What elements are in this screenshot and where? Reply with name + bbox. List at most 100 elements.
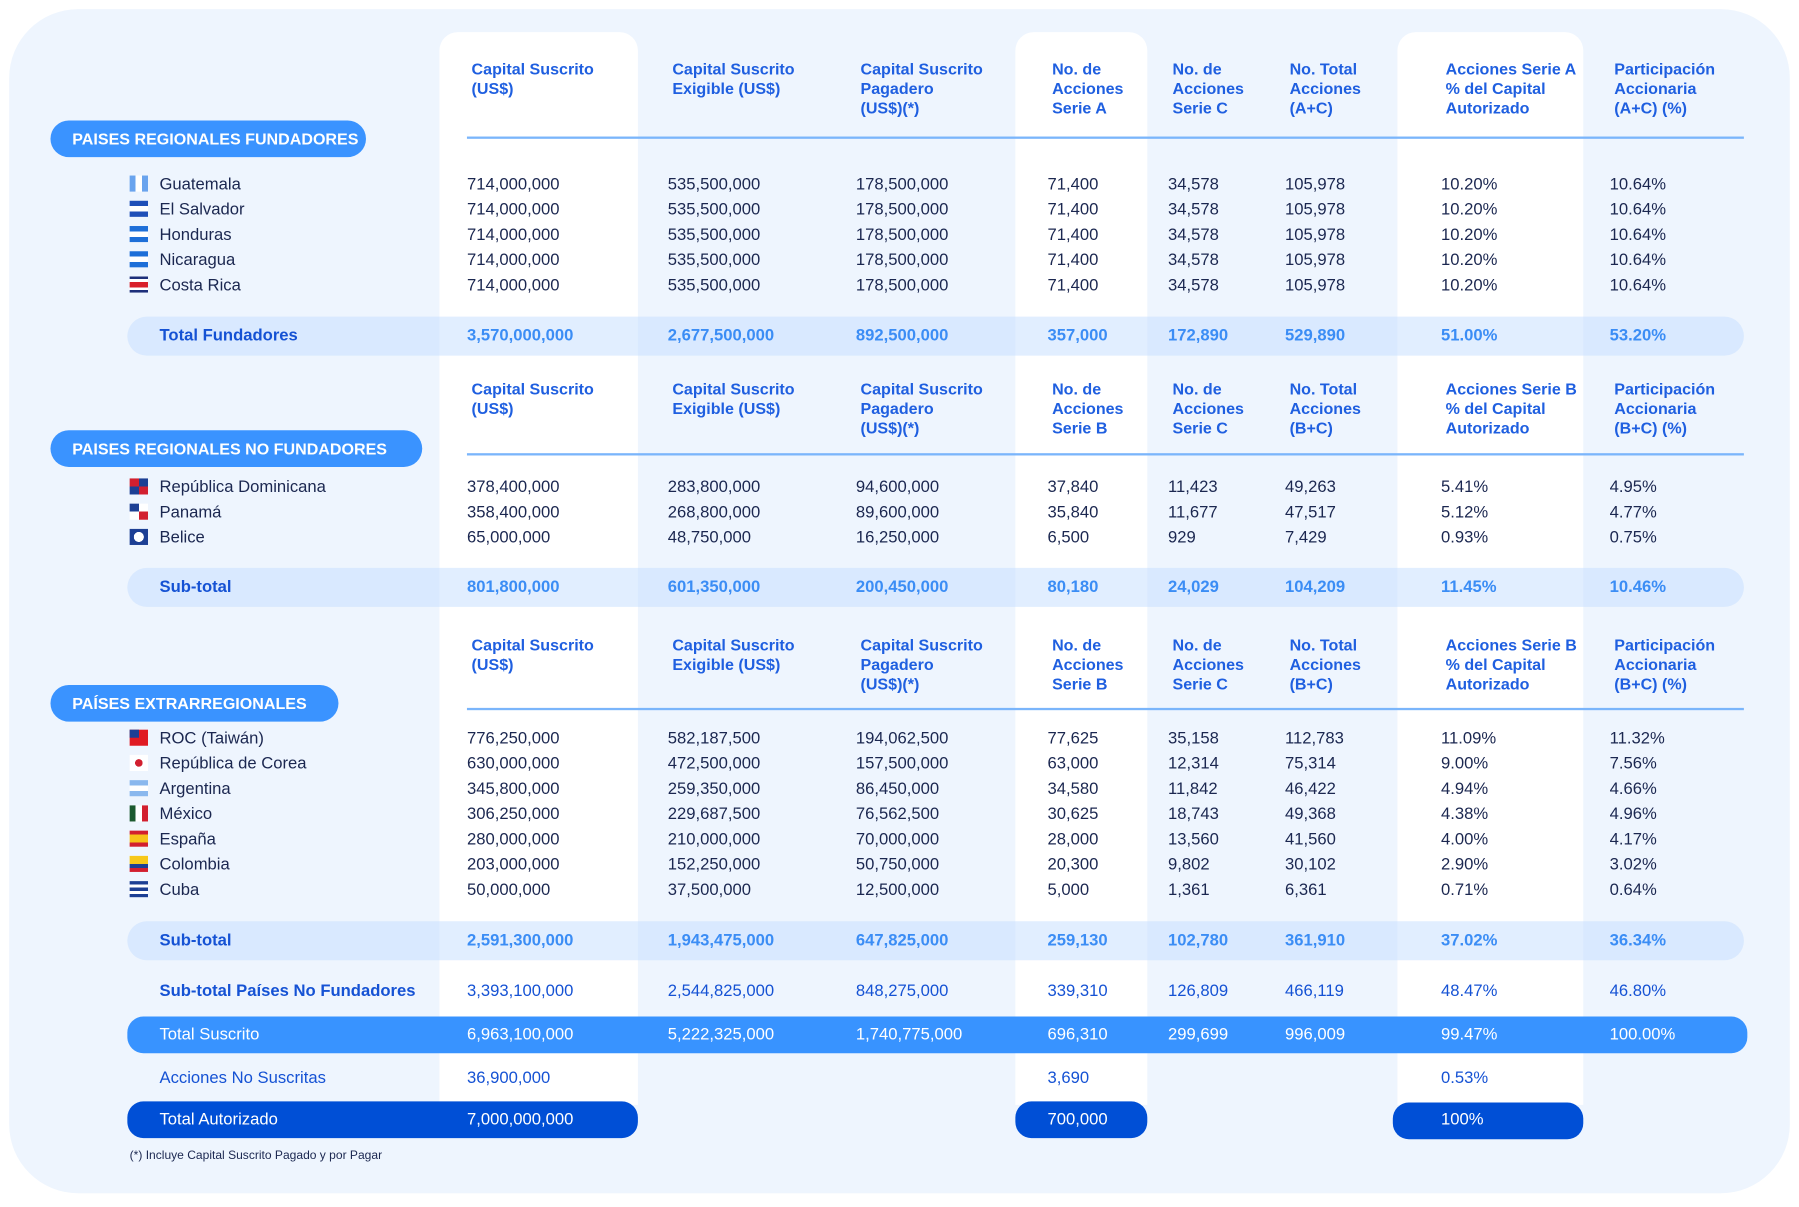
total-suscrito-cell: 996,009	[1284, 1025, 1346, 1045]
country-name: Panamá	[159, 503, 222, 523]
table-cell: 210,000,000	[667, 830, 761, 850]
flag-taiwan-icon	[129, 729, 149, 746]
table-cell: 12,500,000	[855, 881, 940, 900]
subtotal-no-fundadores-cell: 48.47%	[1441, 982, 1498, 1001]
table-cell: 268,800,000	[667, 503, 761, 523]
table-cell: 582,187,500	[667, 729, 761, 749]
table-cell: 10.20%	[1441, 226, 1498, 245]
acciones-no-suscritas-capital: 36,900,000	[466, 1069, 551, 1088]
country-name: República de Corea	[159, 754, 307, 774]
table-cell: 34,580	[1047, 780, 1099, 799]
flag-cuba-icon	[129, 881, 149, 898]
table-cell: 3.02%	[1609, 855, 1657, 875]
section-title: PAISES REGIONALES FUNDADORES	[50, 120, 366, 158]
table-cell: 10.20%	[1441, 276, 1498, 295]
total-cell: 259,130	[1047, 931, 1108, 950]
total-cell: 200,450,000	[855, 578, 949, 597]
table-cell: 714,000,000	[466, 276, 560, 295]
table-cell: 7,429	[1284, 528, 1327, 548]
table-cell: 178,500,000	[855, 251, 949, 270]
table-cell: 306,250,000	[466, 805, 560, 824]
total-autorizado-band	[127, 1101, 638, 1139]
flag-belice-icon	[129, 528, 149, 545]
table-cell: 94,600,000	[855, 478, 940, 497]
subtotal-no-fundadores-cell: 46.80%	[1609, 982, 1667, 1001]
table-cell: 46,422	[1284, 780, 1336, 799]
column-header: Participación Accionaria (B+C) (%)	[1614, 635, 1716, 693]
flag-republica-dominicana-icon	[129, 478, 149, 495]
table-cell: 10.64%	[1609, 251, 1667, 270]
table-cell: 535,500,000	[667, 226, 761, 245]
table-cell: 280,000,000	[466, 830, 560, 850]
table-cell: 34,578	[1167, 175, 1219, 194]
total-cell: 24,029	[1167, 578, 1219, 597]
country-name: República Dominicana	[159, 478, 326, 497]
total-row-label: Sub-total	[159, 578, 232, 597]
table-cell: 6,361	[1284, 881, 1327, 900]
table-cell: 10.20%	[1441, 251, 1498, 270]
table-cell: 378,400,000	[466, 478, 560, 497]
country-name: Costa Rica	[159, 276, 241, 295]
table-cell: 630,000,000	[466, 754, 560, 774]
total-cell: 3,570,000,000	[466, 326, 574, 346]
total-suscrito-band	[127, 1016, 1748, 1054]
table-cell: 0.64%	[1609, 881, 1657, 900]
column-header: No. de Acciones Serie C	[1172, 635, 1244, 693]
table-cell: 5,000	[1047, 881, 1090, 900]
total-suscrito-cell: 1,740,775,000	[855, 1025, 963, 1045]
column-header: No. de Acciones Serie C	[1172, 379, 1244, 438]
flag-espana-icon	[129, 830, 149, 847]
table-cell: 49,368	[1284, 805, 1336, 824]
header-divider	[466, 707, 1744, 711]
acciones-no-suscritas-label: Acciones No Suscritas	[159, 1069, 326, 1088]
table-cell: 11,423	[1167, 478, 1218, 497]
column-header: No. Total Acciones (B+C)	[1289, 635, 1361, 693]
table-cell: 157,500,000	[855, 754, 949, 774]
table-cell: 10.64%	[1609, 200, 1667, 220]
total-row-band	[127, 567, 1744, 607]
column-header: Capital Suscrito (US$)	[471, 635, 594, 674]
table-cell: 41,560	[1284, 830, 1336, 850]
table-cell: 37,840	[1047, 478, 1099, 497]
total-cell: 647,825,000	[855, 931, 949, 950]
flag-honduras-icon	[129, 226, 149, 243]
table-cell: 9,802	[1167, 855, 1210, 875]
table-cell: 34,578	[1167, 226, 1219, 245]
column-header: No. Total Acciones (B+C)	[1289, 379, 1361, 438]
subtotal-no-fundadores-label: Sub-total Países No Fundadores	[159, 982, 416, 1001]
column-header: Acciones Serie B % del Capital Autorizad…	[1445, 379, 1577, 438]
total-cell: 36.34%	[1609, 931, 1667, 950]
subtotal-no-fundadores-cell: 339,310	[1047, 982, 1108, 1001]
table-cell: 535,500,000	[667, 175, 761, 194]
column-header: Capital Suscrito Pagadero (US$)(*)	[860, 635, 983, 693]
subtotal-no-fundadores-cell: 2,544,825,000	[667, 982, 775, 1001]
table-cell: 358,400,000	[466, 503, 560, 523]
subtotal-no-fundadores-cell: 3,393,100,000	[466, 982, 574, 1001]
footnote: (*) Incluye Capital Suscrito Pagado y po…	[129, 1148, 383, 1163]
table-cell: 7.56%	[1609, 754, 1657, 774]
flag-panama-icon	[129, 503, 149, 520]
table-cell: 105,978	[1284, 226, 1346, 245]
table-cell: 70,000,000	[855, 830, 940, 850]
country-name: Colombia	[159, 855, 230, 875]
column-header: No. de Acciones Serie A	[1052, 59, 1124, 118]
total-cell: 80,180	[1047, 578, 1099, 597]
table-cell: 4.96%	[1609, 805, 1657, 824]
total-cell: 11.45%	[1441, 578, 1497, 597]
header-divider	[466, 136, 1744, 139]
column-header: No. de Acciones Serie B	[1052, 379, 1124, 438]
table-cell: 71,400	[1047, 175, 1099, 194]
acciones-no-suscritas-porcentaje: 0.53%	[1441, 1069, 1489, 1088]
total-autorizado-capital: 7,000,000,000	[466, 1110, 574, 1129]
column-header: Capital Suscrito Exigible (US$)	[672, 59, 795, 98]
flag-costa-rica-icon	[129, 276, 149, 293]
table-cell: 71,400	[1047, 251, 1099, 270]
column-header: No. de Acciones Serie B	[1052, 635, 1124, 693]
country-name: ROC (Taiwán)	[159, 729, 264, 749]
column-header: Acciones Serie B % del Capital Autorizad…	[1445, 635, 1577, 693]
table-cell: 178,500,000	[855, 175, 949, 194]
country-name: El Salvador	[159, 200, 245, 220]
table-cell: 35,158	[1167, 729, 1219, 749]
table-cell: 4.77%	[1609, 503, 1657, 523]
